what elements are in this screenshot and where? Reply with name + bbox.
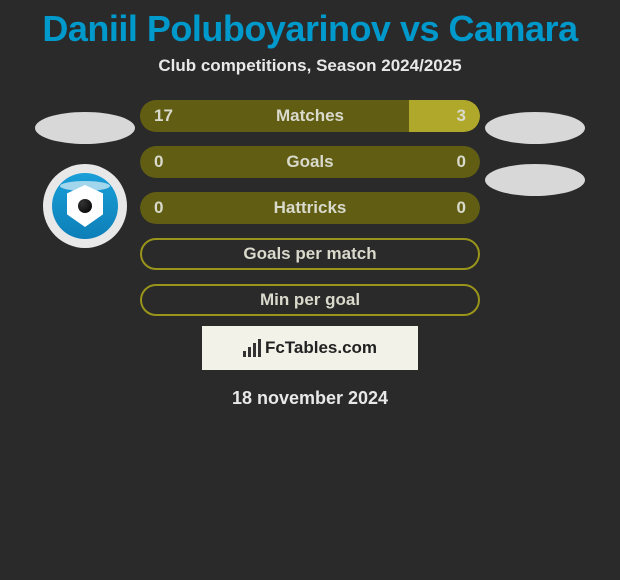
comparison-infographic: Daniil Poluboyarinov vs Camara Club comp… bbox=[0, 0, 620, 409]
stat-value-left: 0 bbox=[154, 198, 163, 218]
stat-value-left: 17 bbox=[154, 106, 173, 126]
date-text: 18 november 2024 bbox=[0, 388, 620, 409]
fctables-label: FcTables.com bbox=[265, 338, 377, 358]
stat-bar: 0 Hattricks 0 bbox=[140, 192, 480, 224]
stat-value-right: 0 bbox=[457, 198, 466, 218]
stat-value-left: 0 bbox=[154, 152, 163, 172]
player-placeholder-ellipse bbox=[485, 112, 585, 144]
stat-value-right: 3 bbox=[457, 106, 466, 126]
page-title: Daniil Poluboyarinov vs Camara bbox=[0, 8, 620, 50]
fctables-badge: FcTables.com bbox=[202, 326, 418, 370]
stat-label: Min per goal bbox=[260, 290, 360, 310]
left-player-column bbox=[30, 100, 140, 248]
subtitle: Club competitions, Season 2024/2025 bbox=[0, 56, 620, 76]
stat-bar: 17 Matches 3 bbox=[140, 100, 480, 132]
content-row: 17 Matches 3 0 Goals 0 0 Hattricks 0 Goals per ma… bbox=[0, 100, 620, 316]
stat-label: Hattricks bbox=[274, 198, 347, 218]
stat-bar-empty: Min per goal bbox=[140, 284, 480, 316]
stats-bars: 17 Matches 3 0 Goals 0 0 Hattricks 0 Goals per ma… bbox=[140, 100, 480, 316]
stat-label: Matches bbox=[276, 106, 344, 126]
stat-label: Goals bbox=[286, 152, 333, 172]
bar-chart-icon bbox=[243, 339, 261, 357]
stat-bar-empty: Goals per match bbox=[140, 238, 480, 270]
stat-bar: 0 Goals 0 bbox=[140, 146, 480, 178]
player-placeholder-ellipse bbox=[35, 112, 135, 144]
stat-label: Goals per match bbox=[243, 244, 376, 264]
stat-value-right: 0 bbox=[457, 152, 466, 172]
club-logo bbox=[43, 164, 127, 248]
right-player-column bbox=[480, 100, 590, 196]
club-placeholder-ellipse bbox=[485, 164, 585, 196]
